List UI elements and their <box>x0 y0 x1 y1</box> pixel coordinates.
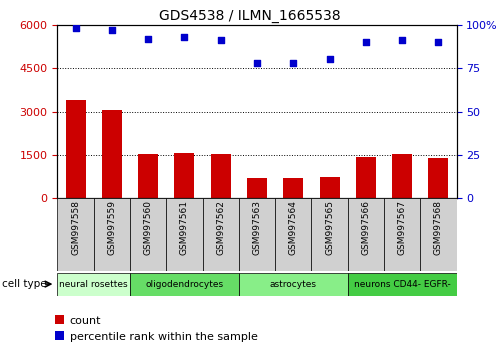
Bar <box>392 154 412 198</box>
Text: GSM997568: GSM997568 <box>434 200 443 256</box>
Bar <box>175 153 195 198</box>
Bar <box>138 154 158 198</box>
Bar <box>283 178 303 198</box>
Bar <box>275 198 311 271</box>
Point <box>108 27 116 33</box>
Bar <box>239 273 348 296</box>
Text: astrocytes: astrocytes <box>270 280 317 289</box>
Text: GSM997561: GSM997561 <box>180 200 189 256</box>
Text: count: count <box>70 316 101 326</box>
Bar <box>57 273 130 296</box>
Bar <box>348 273 457 296</box>
Bar <box>65 100 85 198</box>
Bar <box>94 198 130 271</box>
Text: cell type: cell type <box>2 279 47 289</box>
Point <box>253 60 261 66</box>
Bar <box>420 198 457 271</box>
Text: GSM997563: GSM997563 <box>252 200 261 256</box>
Text: GSM997562: GSM997562 <box>216 200 225 255</box>
Point <box>362 39 370 45</box>
Point <box>181 34 189 40</box>
Text: GSM997564: GSM997564 <box>289 200 298 255</box>
Bar <box>203 198 239 271</box>
Point <box>289 60 297 66</box>
Text: GSM997560: GSM997560 <box>144 200 153 256</box>
Text: GSM997559: GSM997559 <box>107 200 116 256</box>
Text: GSM997565: GSM997565 <box>325 200 334 256</box>
Bar <box>166 198 203 271</box>
Point <box>325 57 333 62</box>
Bar <box>57 198 94 271</box>
Bar <box>102 110 122 198</box>
Bar <box>311 198 348 271</box>
Text: neurons CD44- EGFR-: neurons CD44- EGFR- <box>354 280 451 289</box>
Bar <box>247 178 267 198</box>
Text: GSM997567: GSM997567 <box>398 200 407 256</box>
Bar <box>356 157 376 198</box>
Point <box>144 36 152 41</box>
Point <box>217 38 225 43</box>
Bar <box>211 154 231 198</box>
Point <box>71 25 79 31</box>
Bar <box>130 273 239 296</box>
Text: neural rosettes: neural rosettes <box>59 280 128 289</box>
Point <box>435 39 443 45</box>
Text: oligodendrocytes: oligodendrocytes <box>145 280 224 289</box>
Bar <box>319 177 339 198</box>
Text: GSM997558: GSM997558 <box>71 200 80 256</box>
Point <box>398 38 406 43</box>
Text: GDS4538 / ILMN_1665538: GDS4538 / ILMN_1665538 <box>159 9 340 23</box>
Bar <box>348 198 384 271</box>
Text: GSM997566: GSM997566 <box>361 200 370 256</box>
Text: percentile rank within the sample: percentile rank within the sample <box>70 332 258 342</box>
Bar <box>130 198 166 271</box>
Bar <box>239 198 275 271</box>
Bar <box>429 158 449 198</box>
Bar <box>384 198 420 271</box>
